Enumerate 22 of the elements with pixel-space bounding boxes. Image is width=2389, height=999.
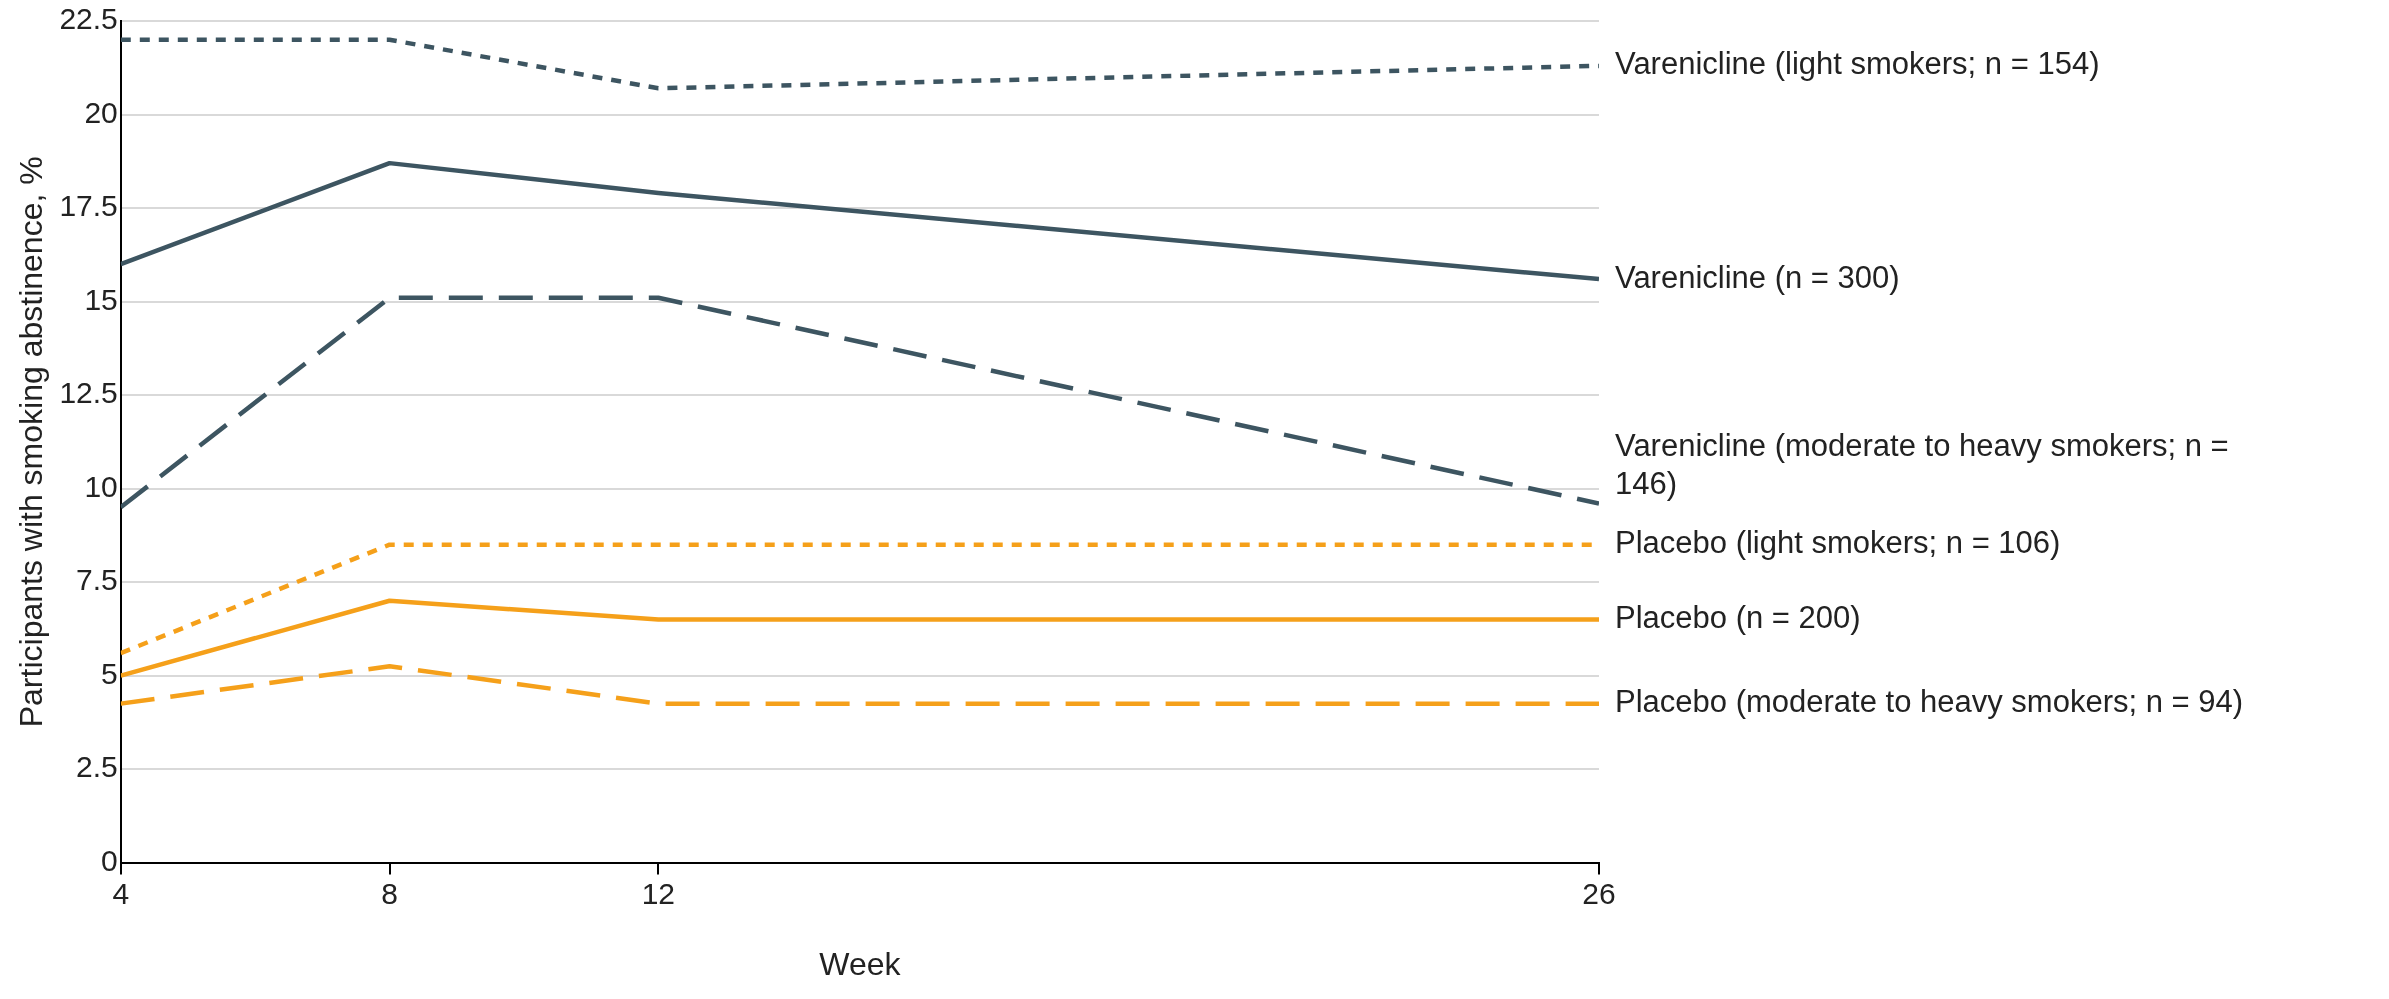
y-tick-label: 10 [84,469,118,503]
y-tick-label: 15 [84,282,118,316]
series-label: Varenicline (n = 300) [1615,259,1900,295]
x-axis-title: Week [819,945,902,982]
y-tick-label: 22.5 [59,2,118,36]
series-label: Placebo (n = 200) [1615,600,1861,636]
x-tick-label: 12 [641,876,676,910]
x-tick-label: 8 [381,876,398,910]
y-tick-label: 2.5 [76,750,118,784]
series-label: Placebo (light smokers; n = 106) [1615,525,2061,561]
y-tick-label: 5 [101,656,118,690]
series-label: Varenicline (light smokers; n = 154) [1615,46,2100,82]
x-tick-label: 26 [1582,876,1616,910]
y-tick-label: 7.5 [76,563,118,597]
series-label: Placebo (moderate to heavy smokers; n = 94) [1615,684,2244,720]
y-tick-label: 12.5 [59,376,118,410]
y-tick-label: 0 [101,843,118,877]
y-tick-label: 17.5 [59,189,118,223]
series-label: Varenicline (moderate to heavy smokers; n = 146) [1615,428,2229,502]
x-tick-label: 4 [112,876,130,910]
y-tick-label: 20 [84,95,118,129]
y-axis-title: Participants with smoking abstinence, % [13,156,50,728]
